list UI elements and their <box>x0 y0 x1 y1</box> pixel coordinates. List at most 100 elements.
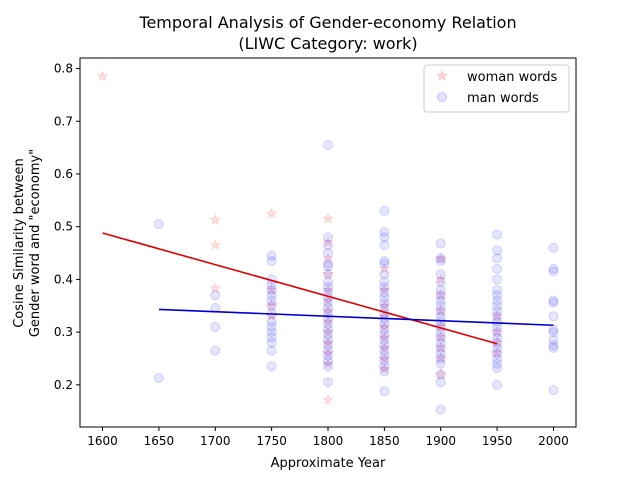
man-word-point <box>435 342 446 353</box>
woman-word-point <box>378 330 391 343</box>
man-word-point <box>435 238 446 249</box>
man-word-point <box>435 253 446 264</box>
woman-word-point <box>321 251 335 264</box>
man-word-point <box>266 321 277 332</box>
legend-man-label: man words <box>467 91 539 106</box>
man-word-point <box>323 139 333 150</box>
legend-woman-label: woman words <box>467 70 558 85</box>
x-tick-label: 1700 <box>200 434 231 448</box>
man-word-point <box>379 226 390 237</box>
woman-word-point <box>321 346 335 359</box>
woman-word-point <box>378 352 391 364</box>
man-word-point <box>266 361 277 372</box>
man-word-point <box>323 377 333 388</box>
man-word-point <box>492 353 503 364</box>
x-tick-label: 1650 <box>144 434 175 448</box>
man-word-point <box>266 337 277 348</box>
man-word-point <box>210 290 221 301</box>
woman-word-point <box>321 294 335 306</box>
man-word-point <box>548 327 559 338</box>
man-word-point <box>435 295 446 306</box>
woman-word-point <box>321 393 335 405</box>
man-word-point <box>492 300 503 311</box>
man-word-point <box>492 306 503 317</box>
y-axis: 0.2 0.3 0.4 0.5 0.6 0.7 0.8 <box>54 62 80 392</box>
woman-word-point <box>321 304 335 317</box>
man-word-point <box>492 348 503 359</box>
man-word-point <box>323 350 333 361</box>
man-word-point <box>548 297 559 308</box>
woman-word-point <box>434 341 447 354</box>
man-word-point <box>492 229 503 240</box>
man-word-point <box>435 255 446 266</box>
man-word-point <box>379 240 390 251</box>
man-word-point <box>435 306 446 317</box>
man-word-point <box>323 248 333 259</box>
man-word-point <box>379 292 390 303</box>
woman-word-point <box>265 207 278 219</box>
woman-word-point <box>490 336 504 348</box>
man-word-point <box>435 348 446 359</box>
man-word-point <box>323 324 333 335</box>
man-word-point <box>379 287 390 298</box>
woman-word-point <box>321 336 335 348</box>
man-word-point <box>492 290 503 301</box>
man-word-point <box>435 332 446 343</box>
man-word-point <box>435 277 446 288</box>
man-word-point <box>435 284 446 295</box>
man-word-point <box>266 300 277 311</box>
man-word-point <box>323 261 333 272</box>
man-word-point <box>379 386 390 397</box>
man-word-point <box>323 356 333 367</box>
woman-word-point <box>321 267 335 280</box>
man-word-point <box>379 205 390 216</box>
woman-word-point <box>378 341 391 354</box>
trend-lines <box>102 232 554 345</box>
man-word-point <box>548 385 559 396</box>
y-axis-label-line-1: Cosine Similarity between <box>12 158 27 328</box>
man-word-point <box>492 295 503 306</box>
man-word-point <box>492 362 503 373</box>
man-word-point <box>379 319 390 330</box>
man-word-point <box>548 263 559 274</box>
man-word-point <box>435 290 446 301</box>
man-word-point <box>435 369 446 380</box>
x-tick-label: 1750 <box>256 434 287 448</box>
woman-word-point <box>434 304 447 317</box>
x-tick-label: 1850 <box>369 434 400 448</box>
man-word-point <box>435 337 446 348</box>
legend-man-marker <box>437 92 447 102</box>
man-word-point <box>379 345 390 356</box>
man-word-point <box>323 258 333 269</box>
man-word-point <box>492 274 503 285</box>
man-word-point <box>492 311 503 322</box>
man-word-point <box>435 377 446 388</box>
woman-word-point <box>378 283 391 296</box>
man-word-point <box>266 295 277 306</box>
x-tick-label: 1800 <box>313 434 344 448</box>
woman-word-point <box>434 352 447 364</box>
man-word-point <box>548 266 559 277</box>
woman-word-point <box>434 367 447 380</box>
man-word-point <box>266 327 277 338</box>
man-word-point <box>210 321 221 332</box>
woman-word-point <box>378 362 391 375</box>
woman-word-point <box>434 320 447 333</box>
man-word-point <box>379 340 390 351</box>
man-word-point <box>548 335 559 346</box>
y-tick-label: 0.7 <box>54 114 73 128</box>
woman-word-point <box>378 299 391 311</box>
y-tick-label: 0.2 <box>54 378 73 392</box>
man-word-point <box>379 232 390 243</box>
woman-word-point <box>378 262 391 275</box>
man-word-point <box>548 342 559 353</box>
man-word-point <box>379 335 390 346</box>
woman-word-point <box>378 320 391 333</box>
man-word-point <box>435 358 446 369</box>
man-word-point <box>323 340 333 351</box>
legend-box <box>423 64 570 113</box>
chart-title-line-2: (LIWC Category: work) <box>238 34 417 53</box>
man-word-point <box>266 284 277 295</box>
man-word-point <box>266 316 277 327</box>
